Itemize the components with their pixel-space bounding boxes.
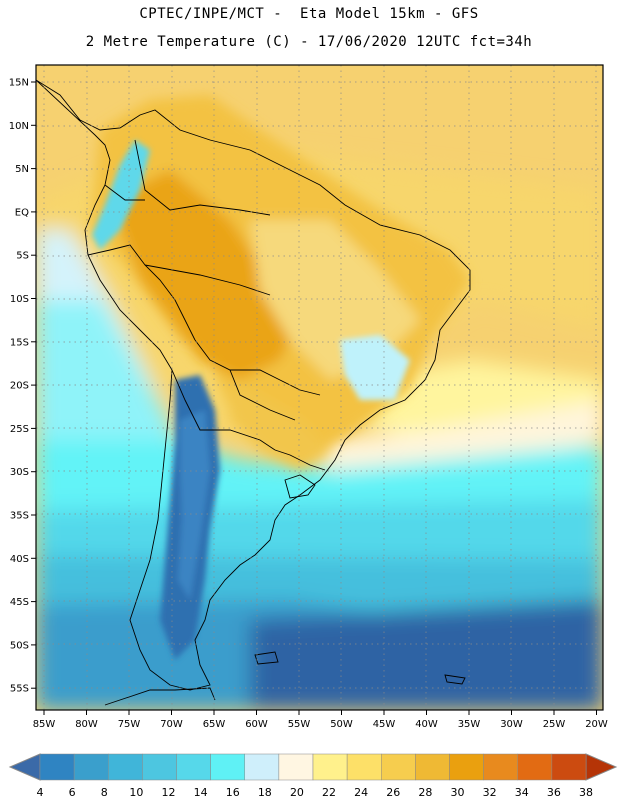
colorbar-cell — [142, 753, 177, 781]
lon-label: 65W — [203, 719, 226, 730]
map-frame — [35, 64, 604, 711]
colorbar-cell — [210, 753, 245, 781]
lon-label: 45W — [373, 719, 396, 730]
colorbar-label: 18 — [258, 786, 272, 799]
lon-label: 80W — [75, 719, 98, 730]
colorbar-low-arrow — [8, 753, 41, 781]
colorbar-label: 34 — [515, 786, 529, 799]
colorbar-cell — [312, 753, 348, 781]
latitude-axis: 15N 10N 5N EQ 5S 10S 15S 20S 25S 30S 35S 40S 45S 50S 5… — [9, 78, 36, 695]
colorbar-cell — [517, 753, 553, 781]
colorbar-label: 26 — [386, 786, 400, 799]
colorbar-label: 30 — [451, 786, 465, 799]
country-boundaries — [36, 79, 471, 706]
colorbar-label: 6 — [69, 786, 76, 799]
colorbar-label: 12 — [161, 786, 175, 799]
lat-label: 5N — [15, 164, 29, 175]
colorbar-label: 28 — [418, 786, 432, 799]
lon-label: 55W — [288, 719, 311, 730]
colorbar-cell — [346, 753, 382, 781]
lon-label: 50W — [330, 719, 353, 730]
lon-label: 40W — [415, 719, 438, 730]
lat-label: 15S — [10, 337, 29, 348]
colorbar-cell — [73, 753, 109, 781]
colorbar-label: 36 — [547, 786, 561, 799]
map-variable-title: 2 Metre Temperature (C) - 17/06/2020 12U… — [85, 34, 533, 50]
lat-label: 20S — [10, 381, 29, 392]
colorbar-cell — [551, 753, 587, 781]
colorbar-high-arrow — [585, 753, 618, 781]
colorbar-label: 20 — [290, 786, 304, 799]
colorbar-label: 8 — [101, 786, 108, 799]
lat-label: 55S — [10, 684, 29, 695]
lon-label: 35W — [458, 719, 481, 730]
map-source-title: CPTEC/INPE/MCT - Eta Model 15km - GFS — [139, 6, 479, 22]
colorbar-label: 38 — [579, 786, 593, 799]
colorbar-cell — [278, 753, 314, 781]
colorbar-cell — [449, 753, 484, 781]
colorbar-cell — [244, 753, 280, 781]
lat-label: 15N — [9, 78, 29, 89]
lat-label: 30S — [10, 467, 29, 478]
colorbar-cell — [39, 753, 75, 781]
colorbar-cell — [176, 753, 211, 781]
lon-label: 85W — [33, 719, 56, 730]
lon-label: 75W — [118, 719, 141, 730]
colorbar-cell — [483, 753, 518, 781]
colorbar-label: 14 — [194, 786, 208, 799]
lat-label: 40S — [10, 554, 29, 565]
lat-label: 5S — [16, 251, 29, 262]
colorbar-cell — [415, 753, 450, 781]
lon-label: 25W — [543, 719, 566, 730]
lon-label: 20W — [585, 719, 608, 730]
longitude-axis: 85W 80W 75W 70W 65W 60W 55W 50W 45W 40W 35W 30W 25W 2… — [33, 710, 608, 730]
colorbar-label: 16 — [226, 786, 240, 799]
colorbar: 4 6 8 10 12 14 16 18 20 22 24 26 28 30 32 34 36 38 — [8, 753, 618, 799]
lon-label: 70W — [160, 719, 183, 730]
lon-label: 30W — [500, 719, 523, 730]
colorbar-label: 10 — [129, 786, 143, 799]
lat-label: 10S — [10, 294, 29, 305]
temperature-field — [36, 65, 603, 710]
lon-label: 60W — [245, 719, 268, 730]
lat-label: 10N — [9, 121, 29, 132]
colorbar-label: 24 — [354, 786, 368, 799]
graticule — [36, 65, 603, 710]
lat-label: 45S — [10, 597, 29, 608]
lat-label: EQ — [15, 207, 29, 218]
colorbar-cell — [381, 753, 416, 781]
lat-label: 50S — [10, 640, 29, 651]
colorbar-cell — [108, 753, 143, 781]
colorbar-label: 4 — [37, 786, 44, 799]
lat-label: 35S — [10, 511, 29, 522]
lat-label: 25S — [10, 424, 29, 435]
colorbar-label: 32 — [483, 786, 497, 799]
colorbar-label: 22 — [322, 786, 336, 799]
